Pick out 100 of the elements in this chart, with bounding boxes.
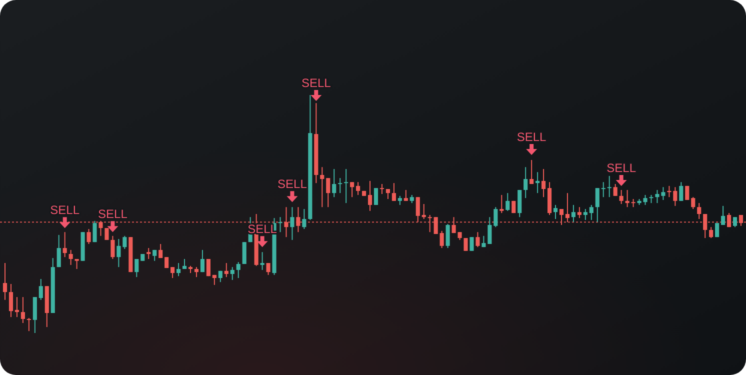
candlestick <box>194 266 199 278</box>
candlestick <box>565 192 570 223</box>
candlestick <box>20 296 25 324</box>
candlestick <box>326 178 330 208</box>
candlestick <box>380 184 384 195</box>
candlestick <box>619 189 624 205</box>
candlestick <box>266 262 270 276</box>
candlestick <box>56 234 61 268</box>
point <box>107 221 118 232</box>
point <box>256 236 268 248</box>
candlestick <box>428 214 432 233</box>
candlestick <box>470 236 474 252</box>
candlestick <box>332 168 336 198</box>
candlestick <box>583 208 588 220</box>
candlestick <box>338 178 342 194</box>
candlestick <box>8 283 14 318</box>
candlestick <box>224 262 228 278</box>
candlestick <box>697 202 702 220</box>
candlestick <box>122 235 127 250</box>
candlestick <box>685 185 690 200</box>
candlestick <box>386 188 390 200</box>
candlestick <box>494 206 498 228</box>
candlestick <box>691 196 696 210</box>
candlestick <box>26 318 31 332</box>
candlestick <box>607 175 612 198</box>
candlestick <box>68 249 73 266</box>
candlestick <box>577 206 582 219</box>
candlestick <box>158 243 163 259</box>
candlestick <box>92 220 97 243</box>
candlestick <box>673 186 678 206</box>
candlestick <box>398 195 402 206</box>
candlestick <box>595 188 600 223</box>
candlestick <box>368 180 372 212</box>
candlestick <box>296 206 300 233</box>
candlestick <box>392 182 396 202</box>
candlestick <box>98 220 103 236</box>
point <box>526 144 538 155</box>
candlestick <box>589 204 594 220</box>
candlestick <box>86 228 91 244</box>
candlestick <box>440 230 444 249</box>
candlestick <box>601 182 606 198</box>
candlestick <box>422 204 426 220</box>
candlestick <box>32 296 37 334</box>
candlestick <box>38 278 43 300</box>
candlestick <box>242 242 246 264</box>
candlestick <box>230 266 234 280</box>
candlestick <box>709 226 714 239</box>
candlestick <box>302 208 306 230</box>
candlestick <box>62 232 67 258</box>
candlestick <box>506 192 510 212</box>
candlestick <box>182 258 187 270</box>
text: SELL <box>278 177 307 192</box>
candlestick <box>2 262 8 300</box>
candlestick <box>715 222 720 238</box>
candlestick <box>350 182 354 198</box>
candlestick <box>416 196 420 223</box>
candlestick <box>374 188 378 206</box>
candlestick <box>290 206 294 240</box>
candlestick <box>434 216 438 234</box>
candlestick <box>679 182 684 202</box>
candlestick <box>446 223 450 249</box>
candlestick <box>500 194 504 214</box>
candlestick <box>116 238 121 268</box>
text: SELL <box>98 207 128 222</box>
candlestick <box>134 258 139 278</box>
candlestick <box>703 214 708 239</box>
candlestick <box>236 262 240 279</box>
candlestick <box>146 248 151 260</box>
candlestick <box>732 216 738 228</box>
candlestick <box>104 228 109 240</box>
candlestick <box>488 216 492 244</box>
candlestick <box>476 232 480 248</box>
series-label: SELL <box>50 203 80 218</box>
candlestick <box>518 189 522 218</box>
candlestick <box>464 238 468 252</box>
text: SELL <box>301 76 331 90</box>
candlestick <box>571 204 576 223</box>
candlestick <box>200 249 204 273</box>
text: SELL <box>606 160 636 175</box>
point <box>310 90 322 101</box>
candlestick <box>260 252 264 270</box>
point <box>286 191 298 202</box>
candlestick <box>344 168 348 204</box>
point <box>616 174 627 186</box>
candlestick <box>613 184 618 196</box>
candlestick <box>559 208 564 226</box>
candlestick <box>553 204 558 220</box>
candlestick <box>536 172 540 194</box>
candlestick <box>530 159 534 185</box>
candlestick <box>176 262 181 277</box>
candlestick <box>721 205 726 226</box>
candlestick <box>625 189 630 208</box>
candlestick <box>404 189 408 202</box>
candlestick <box>284 206 288 238</box>
candlestick <box>110 235 115 260</box>
point <box>59 217 70 228</box>
candlestick <box>320 166 324 208</box>
candlestick <box>14 296 19 318</box>
candlestick <box>727 212 732 228</box>
candlestick <box>356 182 360 196</box>
